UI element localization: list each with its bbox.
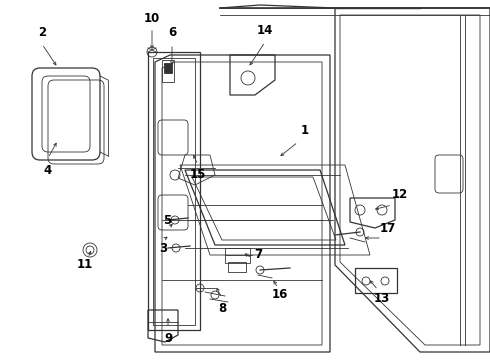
Bar [162, 60, 174, 82]
Bar [355, 268, 397, 293]
Text: 1: 1 [301, 123, 309, 136]
Text: 4: 4 [44, 163, 52, 176]
Text: 11: 11 [77, 258, 93, 271]
Text: 3: 3 [159, 242, 167, 255]
Text: 12: 12 [392, 189, 408, 202]
Text: 13: 13 [374, 292, 390, 305]
Bar [225, 248, 250, 263]
Text: 10: 10 [144, 12, 160, 24]
Text: 8: 8 [218, 302, 226, 315]
Text: 17: 17 [380, 221, 396, 234]
Text: 2: 2 [38, 26, 46, 39]
Text: 16: 16 [272, 288, 288, 302]
Text: 9: 9 [164, 332, 172, 345]
Text: 5: 5 [163, 213, 171, 226]
Bar [164, 63, 172, 73]
Text: 7: 7 [254, 248, 262, 261]
Text: 6: 6 [168, 26, 176, 39]
Text: 14: 14 [257, 23, 273, 36]
Bar [228, 262, 246, 272]
Text: 15: 15 [190, 168, 206, 181]
